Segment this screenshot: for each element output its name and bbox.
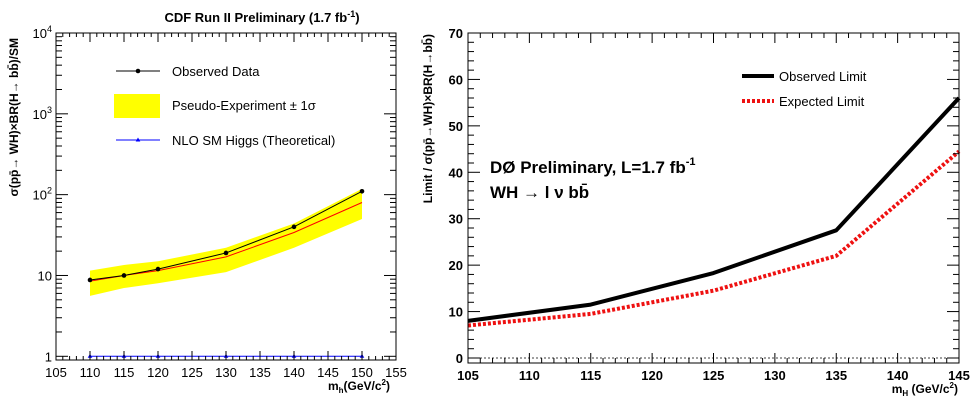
d0-x-tick-label: 145	[948, 368, 970, 383]
d0-y-tick-label: 0	[456, 351, 463, 366]
cdf-point-observed-data	[87, 277, 93, 283]
d0-y-axis-label: Limit / σ(pp̄→WH)×BR(H→bb̄)	[421, 34, 435, 203]
cdf-x-axis-label: mh(GeV/c2)	[328, 378, 390, 395]
cdf-x-tick-label: 135	[249, 365, 271, 380]
cdf-y-tick-label: 103	[33, 105, 52, 122]
cdf-y-axis-label: σ(pp̄→ WH)×BR(H→ bb̄)/SM	[7, 38, 21, 197]
d0-x-axis-label: mH (GeV/c2)	[892, 381, 958, 397]
d0-legend: Observed Limit Expected Limit	[742, 69, 867, 109]
d0-y-tick-label: 70	[449, 26, 463, 41]
d0-y-tick-label: 10	[449, 305, 463, 320]
cdf-band-area	[90, 188, 362, 296]
cdf-legend-band-label: Pseudo-Experiment ± 1σ	[172, 98, 316, 113]
cdf-y-tick-label: 1	[45, 349, 52, 364]
cdf-x-tick-label: 155	[385, 365, 407, 380]
d0-x-tick-label: 140	[887, 368, 909, 383]
cdf-x-tick-label: 150	[351, 365, 373, 380]
d0-y-tick-label: 40	[449, 165, 463, 180]
d0-annotation-line2: WH → l ν bb̄	[490, 183, 589, 202]
cdf-ticks-layer: 105 110 115 120 125 130 135 140 145 150 1551101021…	[33, 24, 407, 380]
cdf-x-tick-label: 105	[45, 365, 67, 380]
cdf-band-layer	[90, 188, 362, 296]
cdf-series-observed-data	[89, 190, 363, 281]
cdf-legend-theory-label: NLO SM Higgs (Theoretical)	[172, 133, 335, 148]
cdf-x-tick-label: 140	[283, 365, 305, 380]
d0-series-expected-limit	[467, 149, 961, 328]
cdf-x-tick-label: 130	[215, 365, 237, 380]
d0-legend-expected: Expected Limit	[742, 94, 865, 109]
d0-ticks-layer: 105 110 115 120 125 130 135 140 145 0 10 20 30 40 50 60…	[449, 26, 970, 383]
d0-y-tick-label: 20	[449, 258, 463, 273]
d0-x-tick-label: 125	[703, 368, 725, 383]
cdf-chart: CDF Run II Preliminary (1.7 fb-1) 105 110…	[7, 9, 407, 395]
d0-legend-observed-label: Observed Limit	[779, 69, 867, 84]
d0-lines-layer	[467, 96, 961, 328]
d0-y-tick-label: 50	[449, 119, 463, 134]
cdf-legend-band: Pseudo-Experiment ± 1σ	[114, 94, 316, 118]
d0-x-tick-label: 135	[825, 368, 847, 383]
cdf-point-observed-data	[121, 273, 127, 278]
d0-legend-observed: Observed Limit	[742, 69, 867, 84]
d0-x-tick-label: 110	[519, 368, 540, 383]
d0-y-tick-label: 60	[449, 72, 463, 87]
cdf-point-observed-data	[155, 266, 161, 272]
cdf-legend: Observed Data Pseudo-Experiment ± 1σ NLO…	[114, 64, 335, 148]
cdf-y-tick-label: 10	[38, 268, 52, 283]
d0-x-tick-label: 120	[641, 368, 663, 383]
d0-x-tick-label: 115	[580, 368, 601, 383]
d0-annotation-line1: DØ Preliminary, L=1.7 fb-1	[490, 156, 696, 177]
cdf-chart-title: CDF Run II Preliminary (1.7 fb-1)	[164, 9, 359, 25]
d0-x-tick-label: 105	[457, 368, 479, 383]
cdf-x-tick-label: 125	[181, 365, 203, 380]
cdf-point-observed-data	[359, 189, 365, 194]
cdf-y-tick-label: 104	[33, 24, 52, 41]
cdf-plot-frame	[55, 32, 397, 361]
d0-legend-expected-label: Expected Limit	[779, 94, 865, 109]
cdf-legend-observed-label: Observed Data	[172, 64, 260, 79]
cdf-point-observed-data	[223, 250, 229, 256]
cdf-y-tick-label: 102	[33, 186, 52, 203]
cdf-x-tick-label: 145	[317, 365, 339, 380]
cdf-legend-observed: Observed Data	[116, 64, 260, 79]
cdf-x-tick-label: 120	[147, 365, 169, 380]
cdf-legend-theory: NLO SM Higgs (Theoretical)	[116, 133, 335, 148]
cdf-point-observed-data	[291, 224, 297, 230]
cdf-x-tick-label: 110	[80, 365, 101, 380]
d0-chart: 105 110 115 120 125 130 135 140 145 0 10 20 30 40 50 60…	[421, 26, 970, 397]
d0-x-tick-label: 130	[764, 368, 786, 383]
cdf-x-tick-label: 115	[114, 365, 135, 380]
d0-series-observed-limit	[467, 96, 961, 323]
d0-y-tick-label: 30	[449, 212, 463, 227]
